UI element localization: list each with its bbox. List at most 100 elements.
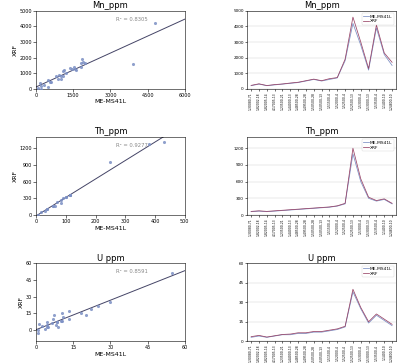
ME-MS41L	[390, 63, 394, 68]
XRF	[288, 81, 293, 85]
Point	[58, 318, 65, 324]
XRF	[374, 198, 379, 203]
ME-MS41L	[327, 329, 332, 333]
ME-MS41L	[343, 202, 348, 206]
Point	[60, 195, 66, 201]
XRF	[319, 78, 324, 83]
Point	[66, 309, 73, 314]
Point	[52, 322, 59, 327]
ME-MS41L	[358, 179, 363, 184]
Point	[42, 326, 48, 332]
ME-MS41L	[382, 52, 387, 57]
XRF	[327, 328, 332, 333]
Point	[60, 67, 67, 73]
Point	[38, 83, 44, 89]
ME-MS41L	[249, 335, 254, 339]
XRF	[272, 334, 277, 338]
XRF	[382, 317, 387, 321]
Line: ME-MS41L: ME-MS41L	[251, 154, 392, 212]
Point	[54, 319, 60, 325]
XRF	[390, 60, 394, 65]
Point	[35, 85, 42, 91]
ME-MS41L	[374, 313, 379, 317]
Title: Th_ppm: Th_ppm	[305, 127, 338, 136]
Point	[73, 67, 79, 73]
XRF	[374, 23, 379, 27]
Legend: ME-MS41L, XRF: ME-MS41L, XRF	[362, 265, 394, 277]
Title: Mn_ppm: Mn_ppm	[304, 1, 340, 10]
Point	[59, 73, 66, 79]
ME-MS41L	[311, 330, 316, 334]
Text: R² = 0.8591: R² = 0.8591	[116, 269, 148, 274]
Point	[57, 318, 64, 324]
XRF	[358, 40, 363, 44]
ME-MS41L	[319, 330, 324, 334]
XRF	[390, 322, 394, 326]
Point	[52, 203, 58, 209]
ME-MS41L	[249, 209, 254, 214]
ME-MS41L	[390, 202, 394, 206]
Line: ME-MS41L: ME-MS41L	[251, 23, 392, 86]
Point	[49, 320, 55, 326]
XRF	[256, 82, 261, 86]
ME-MS41L	[256, 334, 261, 338]
XRF	[264, 83, 269, 88]
XRF	[382, 51, 387, 55]
ME-MS41L	[288, 208, 293, 212]
XRF	[335, 76, 340, 80]
ME-MS41L	[272, 209, 277, 213]
XRF	[249, 83, 254, 87]
ME-MS41L	[343, 58, 348, 63]
XRF	[304, 207, 308, 211]
Point	[67, 192, 74, 198]
ME-MS41L	[304, 207, 308, 211]
ME-MS41L	[366, 196, 371, 200]
ME-MS41L	[311, 77, 316, 82]
Point	[82, 312, 89, 318]
Point	[152, 20, 158, 26]
Point	[35, 327, 42, 333]
ME-MS41L	[327, 77, 332, 82]
ME-MS41L	[319, 205, 324, 210]
Point	[107, 159, 114, 165]
ME-MS41L	[382, 318, 387, 323]
ME-MS41L	[343, 325, 348, 329]
Point	[37, 79, 44, 85]
XRF	[280, 82, 285, 86]
XRF	[335, 327, 340, 331]
Point	[36, 321, 42, 326]
ME-MS41L	[374, 26, 379, 30]
XRF	[288, 332, 293, 336]
XRF	[319, 205, 324, 210]
Point	[44, 319, 50, 325]
XRF	[264, 335, 269, 339]
Line: ME-MS41L: ME-MS41L	[251, 292, 392, 337]
Y-axis label: XRF: XRF	[19, 296, 24, 308]
Point	[58, 200, 64, 206]
Point	[50, 316, 56, 322]
Point	[48, 79, 54, 85]
Legend: ME-MS41L, XRF: ME-MS41L, XRF	[362, 139, 394, 151]
XRF	[296, 207, 300, 211]
Point	[43, 325, 50, 330]
Point	[72, 66, 78, 72]
Line: XRF: XRF	[251, 289, 392, 337]
Point	[78, 64, 84, 70]
Point	[52, 73, 59, 79]
Point	[63, 194, 69, 200]
Point	[56, 72, 62, 78]
Point	[35, 212, 42, 217]
XRF	[249, 209, 254, 213]
Point	[35, 330, 41, 336]
ME-MS41L	[272, 83, 277, 87]
Title: Mn_ppm: Mn_ppm	[92, 1, 128, 10]
Point	[54, 199, 60, 205]
XRF	[343, 324, 348, 329]
XRF	[350, 146, 355, 150]
Point	[44, 324, 51, 330]
ME-MS41L	[366, 68, 371, 72]
ME-MS41L	[366, 321, 371, 325]
Line: XRF: XRF	[251, 148, 392, 211]
Text: R² = 0.8305: R² = 0.8305	[116, 17, 148, 22]
Point	[130, 61, 136, 67]
